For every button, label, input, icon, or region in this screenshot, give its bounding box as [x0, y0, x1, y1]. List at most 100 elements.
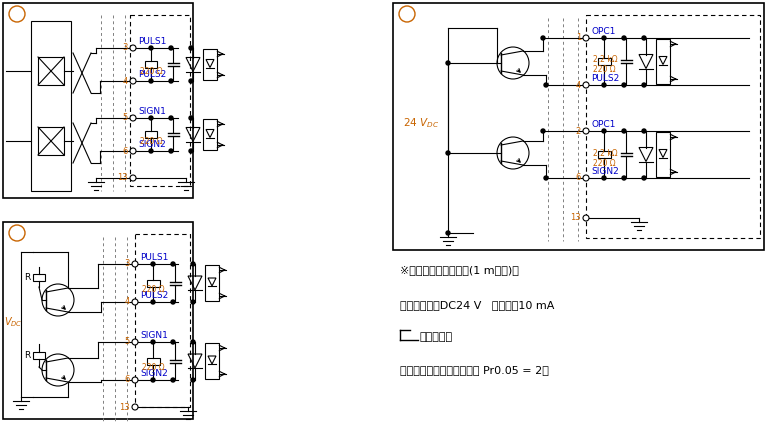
Circle shape [642, 176, 646, 180]
Text: 13: 13 [120, 403, 130, 411]
Text: 4: 4 [123, 76, 128, 86]
Circle shape [544, 83, 548, 87]
Circle shape [541, 129, 545, 133]
Circle shape [130, 148, 136, 154]
Circle shape [132, 261, 138, 267]
Bar [145, 61, 157, 68]
Circle shape [583, 128, 589, 134]
Text: R: R [24, 352, 30, 360]
Circle shape [191, 340, 195, 344]
Circle shape [622, 176, 626, 180]
Circle shape [151, 378, 155, 382]
Text: ※配线长度，请控制在(1 m以内)。: ※配线长度，请控制在(1 m以内)。 [400, 265, 518, 275]
Bar [145, 131, 157, 138]
Circle shape [169, 46, 173, 50]
Text: $V_{DC}$: $V_{DC}$ [4, 315, 22, 329]
Text: SIGN1: SIGN1 [138, 107, 166, 116]
Text: 220 Ω: 220 Ω [140, 136, 163, 146]
Text: SIGN2: SIGN2 [591, 167, 619, 176]
Circle shape [622, 36, 626, 40]
Circle shape [622, 83, 626, 87]
Circle shape [171, 378, 175, 382]
Text: 220 Ω: 220 Ω [142, 285, 165, 294]
Bar [393, 3, 764, 250]
Bar [203, 49, 217, 80]
Circle shape [189, 46, 193, 50]
Text: 4: 4 [576, 81, 581, 89]
Text: ①: ① [12, 9, 21, 19]
Text: 220 Ω: 220 Ω [593, 159, 616, 168]
Circle shape [602, 129, 606, 133]
Bar [656, 39, 670, 84]
Circle shape [189, 116, 193, 120]
Text: OPC1: OPC1 [591, 120, 615, 129]
Text: PULS1: PULS1 [138, 37, 166, 46]
Circle shape [189, 149, 193, 153]
Text: 2: 2 [576, 127, 581, 135]
Circle shape [151, 300, 155, 304]
Bar [33, 352, 45, 359]
Bar [38, 127, 64, 155]
Text: SIGN2: SIGN2 [140, 369, 168, 378]
Circle shape [446, 61, 450, 65]
Circle shape [132, 299, 138, 305]
Circle shape [9, 6, 25, 22]
Circle shape [399, 6, 415, 22]
Bar [656, 132, 670, 177]
Bar [3, 3, 193, 198]
Text: PULS1: PULS1 [140, 253, 169, 262]
Circle shape [191, 378, 195, 382]
Text: SIGN1: SIGN1 [140, 331, 168, 340]
Circle shape [191, 300, 195, 304]
Bar [31, 21, 71, 191]
Circle shape [583, 82, 589, 88]
Circle shape [583, 215, 589, 221]
Bar [597, 151, 611, 158]
Bar [586, 15, 760, 238]
Text: 使用开路集电极时推荐设定 Pr0.05 = 2。: 使用开路集电极时推荐设定 Pr0.05 = 2。 [400, 365, 549, 375]
Circle shape [622, 129, 626, 133]
Circle shape [149, 79, 153, 83]
Bar [38, 57, 64, 85]
Circle shape [132, 377, 138, 383]
Circle shape [151, 340, 155, 344]
Text: R: R [24, 273, 30, 282]
Circle shape [446, 151, 450, 155]
Bar [205, 343, 219, 379]
Circle shape [602, 176, 606, 180]
Text: 13: 13 [571, 214, 581, 222]
Text: 6: 6 [123, 146, 128, 155]
Circle shape [171, 262, 175, 266]
Circle shape [130, 115, 136, 121]
Circle shape [544, 176, 548, 180]
Circle shape [130, 175, 136, 181]
Text: 5: 5 [125, 338, 130, 346]
Bar [130, 15, 190, 186]
Bar [135, 234, 190, 407]
Bar [205, 265, 219, 301]
Text: ③: ③ [403, 9, 411, 19]
Text: 3: 3 [124, 260, 130, 268]
Bar [597, 58, 611, 65]
Circle shape [541, 36, 545, 40]
Text: 4: 4 [125, 298, 130, 306]
Text: 6: 6 [124, 376, 130, 384]
Circle shape [169, 149, 173, 153]
Text: 24 $V_{DC}$: 24 $V_{DC}$ [403, 116, 439, 130]
Circle shape [642, 36, 646, 40]
Text: 5: 5 [123, 114, 128, 122]
Circle shape [149, 116, 153, 120]
Text: 2.2 kΩ: 2.2 kΩ [593, 149, 617, 157]
Circle shape [642, 129, 646, 133]
Bar [3, 222, 193, 419]
Circle shape [169, 116, 173, 120]
Circle shape [132, 404, 138, 410]
Circle shape [602, 83, 606, 87]
Text: 为双绞线。: 为双绞线。 [420, 332, 453, 342]
Text: 220 Ω: 220 Ω [593, 65, 616, 75]
Circle shape [132, 339, 138, 345]
Text: 1: 1 [576, 33, 581, 43]
Circle shape [171, 340, 175, 344]
Circle shape [446, 231, 450, 235]
Text: OPC1: OPC1 [591, 27, 615, 36]
